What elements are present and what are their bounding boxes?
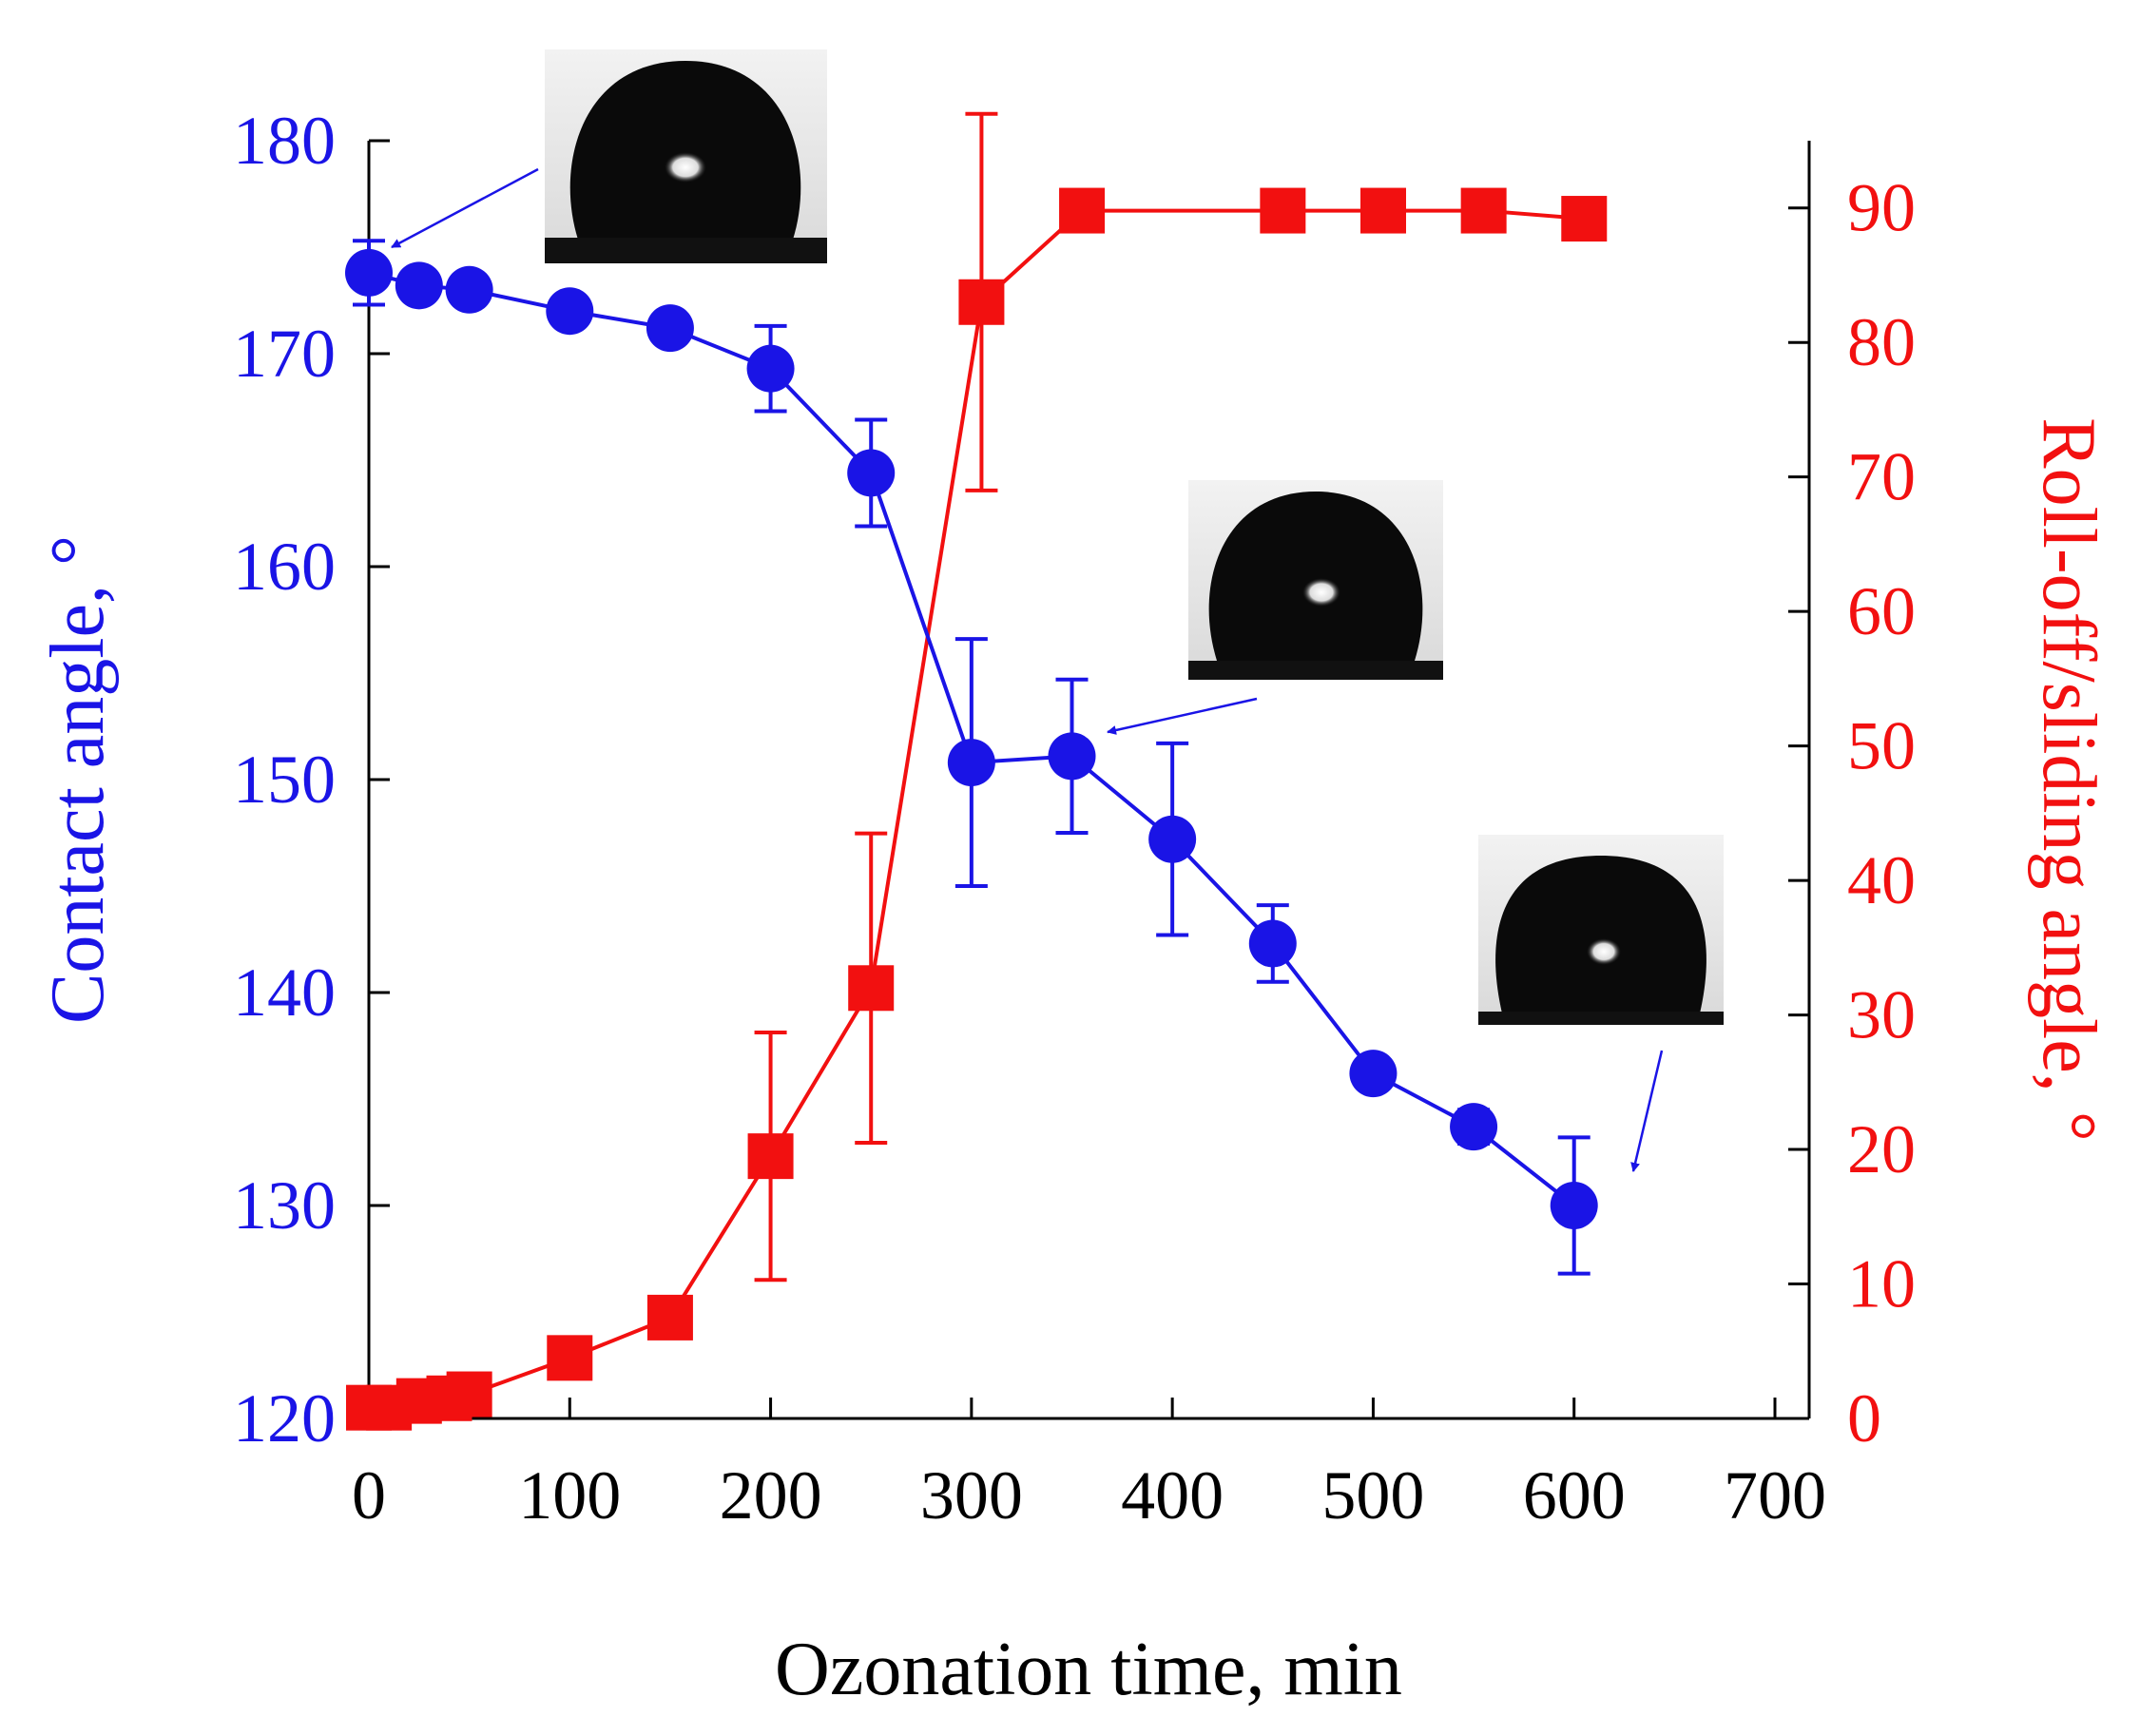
right-axis-label: Roll-off/sliding angle, ° [2027,417,2111,1142]
data-point [848,965,895,1012]
data-point [345,248,393,297]
data-point [395,261,443,310]
data-point [547,1335,593,1381]
y-tick-label: 180 [233,103,336,179]
data-point [958,279,1005,325]
y2-tick-label: 0 [1847,1380,1881,1456]
series-layer [345,111,1608,1431]
left-axis-label: Contact angle, ° [36,535,120,1024]
y-tick-label: 170 [233,316,336,392]
data-point [747,1133,794,1180]
y-tick-label: 120 [233,1380,336,1456]
x-tick-label: 200 [720,1457,822,1533]
y-tick-label: 140 [233,955,336,1031]
y2-tick-label: 60 [1847,573,1916,649]
axis-tick-labels: 0 100 200 300 400 500 600 700120130140150160170… [233,103,1916,1533]
data-point [1550,1182,1598,1229]
x-tick-label: 700 [1724,1457,1826,1533]
data-point [1048,732,1096,781]
data-point [746,344,795,393]
y2-tick-label: 20 [1847,1111,1916,1187]
x-tick-label: 600 [1523,1457,1626,1533]
y-tick-label: 150 [233,742,336,818]
annotation-arrows [391,167,1664,1172]
series-contact-angle [345,239,1598,1276]
data-point [646,304,694,353]
y-tick-label: 160 [233,529,336,605]
y2-tick-label: 70 [1847,439,1916,515]
data-point [546,287,594,336]
y-tick-label: 130 [233,1167,336,1244]
arrow-to-600min [1630,1050,1664,1172]
data-point [1248,919,1297,968]
droplet-image-0min [545,49,827,263]
y2-tick-label: 40 [1847,842,1916,918]
series-roll-off-angle [346,111,1608,1431]
data-point [445,265,493,314]
data-point [1561,196,1608,242]
y2-tick-label: 80 [1847,304,1916,380]
plot-frame [367,141,1811,1420]
arrow-to-0min [391,167,539,249]
axis-ticks [367,139,1809,1420]
arrow-to-350min [1107,697,1258,735]
data-point [1148,815,1197,863]
data-point [1260,187,1306,234]
data-point [947,739,995,787]
x-axis-label: Ozonation time, min [775,1628,1402,1711]
data-point [446,1371,492,1418]
x-tick-label: 300 [920,1457,1023,1533]
x-tick-label: 400 [1121,1457,1224,1533]
x-tick-label: 500 [1321,1457,1424,1533]
series-line [369,208,1585,1410]
data-point [1059,187,1106,234]
x-tick-label: 0 [352,1457,386,1533]
x-tick-label: 100 [518,1457,621,1533]
data-point [847,449,896,497]
y2-tick-label: 10 [1847,1246,1916,1322]
data-point [1450,1103,1498,1151]
droplet-image-600min [1478,835,1724,1025]
data-point [1359,187,1406,234]
y2-tick-label: 50 [1847,708,1916,784]
y2-tick-label: 90 [1847,170,1916,246]
data-point [1460,187,1507,234]
data-point [1349,1050,1398,1098]
droplet-image-350min [1188,480,1443,680]
data-point [646,1294,693,1341]
y2-tick-label: 30 [1847,977,1916,1053]
